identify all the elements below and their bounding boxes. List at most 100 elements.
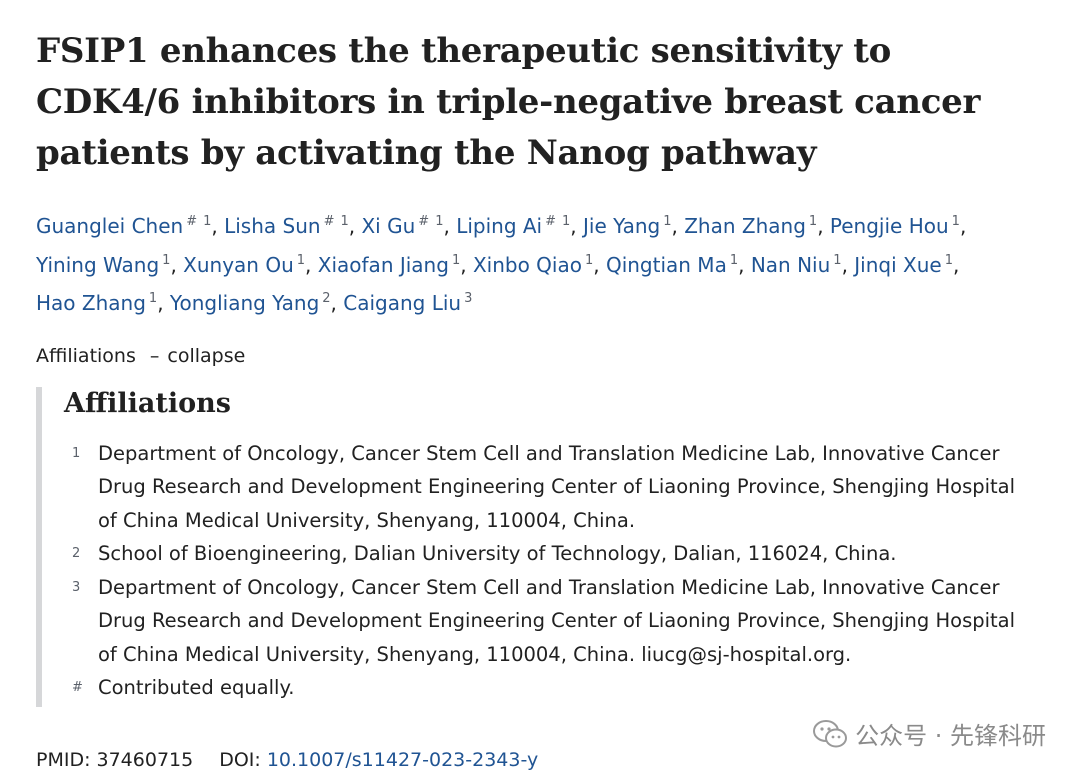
watermark-text: 公众号 · 先锋科研	[855, 722, 1046, 750]
author-link[interactable]: Pengjie Hou	[829, 214, 949, 238]
author-item: Xi Gu #1,	[361, 214, 449, 238]
affiliations-toggle-label: Affiliations	[36, 344, 136, 367]
author-link[interactable]: Yongliang Yang	[169, 291, 320, 315]
affiliations-panel: Affiliations 1 Department of Oncology, Ca…	[36, 386, 1044, 707]
author-separator: ,	[443, 214, 450, 238]
author-affiliation-ref[interactable]: 1	[833, 253, 841, 268]
author-separator: ,	[817, 214, 824, 238]
author-link[interactable]: Qingtian Ma	[605, 252, 727, 277]
author-separator: ,	[305, 252, 312, 277]
author-link[interactable]: Caigang Liu	[343, 291, 462, 315]
author-item: Xiaofan Jiang 1,	[318, 253, 467, 277]
author-separator: ,	[570, 214, 577, 238]
author-item: Yongliang Yang 2,	[170, 291, 337, 315]
author-separator: ,	[952, 252, 960, 277]
affiliation-text: Department of Oncology, Cancer Stem Cell…	[98, 441, 1016, 532]
affiliation-number: 2	[72, 546, 81, 561]
author-separator: ,	[330, 291, 337, 315]
author-affiliation-ref[interactable]: #1	[418, 214, 443, 229]
affiliation-number: 1	[663, 214, 672, 229]
doi-label: DOI:	[219, 748, 261, 771]
author-link[interactable]: Guanglei Chen	[36, 214, 184, 238]
author-link[interactable]: Liping Ai	[456, 214, 543, 238]
author-separator: ,	[348, 214, 356, 238]
equal-contribution-mark: #	[323, 214, 335, 229]
affiliation-number: 1	[584, 252, 594, 268]
author-separator: ,	[841, 252, 848, 277]
author-separator: ,	[170, 252, 177, 277]
author-link[interactable]: Xinbo Qiao	[472, 252, 582, 277]
author-affiliation-ref[interactable]: #1	[324, 214, 349, 229]
author-link[interactable]: Lisha Sun	[224, 214, 321, 238]
author-item: Yining Wang 1,	[36, 253, 177, 277]
article-title: FSIP1 enhances the therapeutic sensitivi…	[36, 31, 981, 173]
affiliation-number: 1	[296, 252, 306, 268]
affiliation-number: 1	[451, 252, 461, 268]
author-item: Pengjie Hou 1,	[830, 214, 966, 238]
affiliation-number: 1	[72, 445, 81, 461]
doi-link[interactable]: 10.1007/s11427-023-2343-y	[266, 748, 539, 771]
affiliation-number: 3	[72, 579, 81, 595]
author-list: Guanglei Chen #1, Lisha Sun #1, Xi Gu #1, L…	[36, 205, 1044, 321]
affiliations-heading: Affiliations	[64, 387, 231, 419]
affiliation-number: 1	[148, 291, 158, 306]
author-item: Jinqi Xue 1,	[854, 253, 959, 277]
author-item: Guanglei Chen #1,	[36, 214, 218, 238]
author-link[interactable]: Hao Zhang	[36, 291, 146, 315]
author-affiliation-ref[interactable]: #1	[545, 214, 570, 229]
author-link[interactable]: Jie Yang	[583, 214, 661, 238]
author-link[interactable]: Xi Gu	[361, 214, 416, 238]
affiliation-number: 1	[951, 214, 960, 229]
affiliation-number: 3	[464, 291, 473, 306]
wechat-icon	[813, 719, 848, 747]
author-affiliation-ref[interactable]: 1	[730, 253, 738, 268]
affiliation-text: School of Bioengineering, Dalian Univers…	[98, 542, 897, 565]
author-link[interactable]: Zhan Zhang	[684, 214, 806, 238]
author-affiliation-ref[interactable]: 1	[149, 291, 157, 306]
affiliation-text: Contributed equally.	[98, 676, 295, 699]
author-affiliation-ref[interactable]: 3	[464, 291, 472, 306]
author-link[interactable]: Xiaofan Jiang	[317, 252, 449, 277]
author-affiliation-ref[interactable]: 1	[809, 214, 817, 229]
author-item: Zhan Zhang 1,	[684, 214, 823, 238]
author-separator: ,	[157, 291, 164, 315]
author-separator: ,	[671, 214, 678, 238]
pmid-value: 37460715	[96, 748, 194, 771]
affiliation-item: 1 Department of Oncology, Cancer Stem Cel…	[64, 437, 1044, 538]
equal-contribution-mark: #	[545, 214, 557, 229]
author-separator: ,	[593, 252, 600, 277]
author-link[interactable]: Nan Niu	[750, 252, 831, 277]
affiliation-number: 1	[944, 252, 953, 268]
affiliation-number: 1	[203, 214, 212, 229]
watermark: 公众号 · 先锋科研	[813, 716, 1046, 751]
author-link[interactable]: Xunyan Ou	[183, 252, 294, 277]
collapse-button[interactable]: collapse	[167, 344, 246, 367]
author-item: Hao Zhang 1,	[36, 291, 164, 315]
author-affiliation-ref[interactable]: 1	[162, 253, 170, 268]
affiliation-number: 1	[340, 214, 349, 229]
affiliation-number: 1	[162, 252, 171, 268]
author-item: Caigang Liu 3	[343, 291, 472, 315]
pmid-label: PMID:	[36, 748, 91, 771]
author-affiliation-ref[interactable]: 1	[952, 214, 960, 229]
author-affiliation-ref[interactable]: 1	[945, 253, 953, 268]
author-link[interactable]: Yining Wang	[36, 252, 160, 277]
affiliation-number: #	[72, 680, 83, 695]
toggle-dash: –	[149, 344, 160, 367]
affiliation-item: # Contributed equally.	[64, 671, 1044, 705]
author-affiliation-ref[interactable]: 1	[452, 253, 460, 268]
affiliations-toggle: Affiliations – collapse	[36, 341, 1044, 371]
author-affiliation-ref[interactable]: 1	[585, 253, 593, 268]
author-affiliation-ref[interactable]: 1	[663, 214, 671, 229]
author-affiliation-ref[interactable]: #1	[186, 214, 211, 229]
author-item: Lisha Sun #1,	[224, 214, 355, 238]
author-item: Jie Yang 1,	[583, 214, 678, 238]
affiliation-number: 1	[562, 214, 571, 229]
author-separator: ,	[460, 252, 467, 277]
author-affiliation-ref[interactable]: 2	[322, 291, 330, 306]
author-affiliation-ref[interactable]: 1	[297, 253, 305, 268]
author-link[interactable]: Jinqi Xue	[854, 252, 942, 277]
author-item: Liping Ai #1,	[456, 214, 576, 238]
affiliation-item: 3 Department of Oncology, Cancer Stem Cel…	[64, 571, 1044, 672]
